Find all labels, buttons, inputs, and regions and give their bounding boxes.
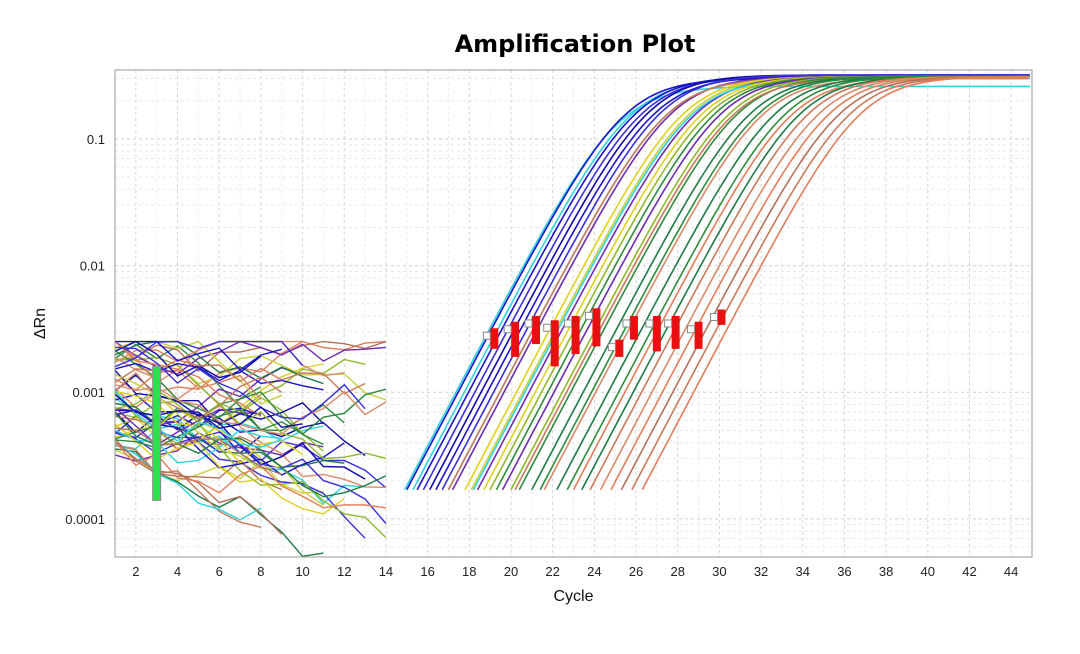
ct-marker-handle[interactable] bbox=[543, 323, 552, 332]
x-tick-label: 42 bbox=[962, 564, 976, 579]
baseline-trace bbox=[114, 443, 262, 521]
baseline-trace bbox=[114, 362, 324, 391]
baseline-trace bbox=[114, 374, 324, 506]
x-tick-label: 44 bbox=[1004, 564, 1018, 579]
x-axis-label: Cycle bbox=[553, 588, 593, 605]
ct-marker[interactable] bbox=[571, 315, 580, 355]
ct-marker-handle[interactable] bbox=[584, 311, 593, 320]
amplification-curve bbox=[441, 74, 1030, 491]
baseline-trace bbox=[114, 341, 262, 417]
ct-marker-handle[interactable] bbox=[645, 319, 654, 328]
ct-marker[interactable] bbox=[717, 309, 726, 325]
ct-marker[interactable] bbox=[531, 315, 540, 345]
baseline-trace bbox=[114, 363, 324, 450]
baseline-trace bbox=[114, 346, 366, 420]
x-tick-label: 16 bbox=[420, 564, 434, 579]
x-axis-ticks: 2 4 6 8 10 12 14 16 18 20 22 24 26 28 30 32 34 36 38 40 42 44 bbox=[132, 564, 1018, 579]
x-tick-label: 2 bbox=[132, 564, 139, 579]
amplification-curve bbox=[572, 77, 1028, 491]
amplification-curve bbox=[641, 76, 1030, 491]
x-tick-label: 18 bbox=[462, 564, 476, 579]
ct-marker[interactable] bbox=[629, 315, 638, 340]
ct-marker-handle[interactable] bbox=[503, 325, 512, 334]
baseline-trace bbox=[114, 432, 324, 462]
baseline-trace bbox=[114, 390, 303, 465]
baseline-trace bbox=[114, 441, 283, 535]
ct-marker-handle[interactable] bbox=[564, 319, 573, 328]
x-tick-label: 14 bbox=[379, 564, 393, 579]
ct-marker[interactable] bbox=[671, 315, 680, 349]
x-tick-label: 28 bbox=[670, 564, 684, 579]
ct-marker-handle[interactable] bbox=[622, 319, 631, 328]
x-tick-label: 6 bbox=[216, 564, 223, 579]
baseline-trace bbox=[114, 393, 303, 430]
amplification-curve bbox=[566, 75, 1030, 491]
baseline-trace bbox=[114, 427, 282, 476]
y-tick-label: 0.01 bbox=[80, 259, 105, 274]
baseline-noise-group bbox=[114, 340, 387, 558]
ct-marker[interactable] bbox=[615, 339, 624, 357]
baseline-trace bbox=[114, 340, 304, 368]
ct-marker[interactable] bbox=[652, 315, 661, 352]
ct-marker-handle[interactable] bbox=[524, 319, 533, 328]
x-tick-label: 34 bbox=[796, 564, 810, 579]
baseline-trace bbox=[114, 428, 282, 464]
y-axis-label: ΔRn bbox=[32, 308, 49, 339]
ct-marker-group bbox=[482, 308, 726, 367]
ct-marker-handle[interactable] bbox=[607, 343, 616, 352]
ct-marker[interactable] bbox=[511, 321, 520, 357]
x-tick-label: 4 bbox=[174, 564, 181, 579]
y-axis-ticks: 0.0001 0.001 0.01 0.1 bbox=[65, 132, 105, 527]
y-tick-label: 0.1 bbox=[87, 132, 105, 147]
x-tick-label: 20 bbox=[504, 564, 518, 579]
series-group bbox=[403, 74, 1030, 491]
x-tick-label: 8 bbox=[257, 564, 264, 579]
y-tick-label: 0.001 bbox=[72, 385, 105, 400]
baseline-trace bbox=[114, 340, 387, 372]
grid bbox=[114, 70, 1033, 558]
baseline-trace bbox=[114, 389, 282, 448]
amplification-curve bbox=[403, 85, 1030, 490]
ct-marker-handle[interactable] bbox=[664, 319, 673, 328]
ct-marker-handle[interactable] bbox=[709, 312, 718, 321]
x-tick-label: 26 bbox=[629, 564, 643, 579]
y-tick-label: 0.0001 bbox=[65, 512, 105, 527]
ct-marker[interactable] bbox=[694, 321, 703, 349]
amplification-curve bbox=[406, 77, 1028, 491]
x-tick-label: 40 bbox=[921, 564, 935, 579]
x-tick-label: 12 bbox=[337, 564, 351, 579]
x-tick-label: 30 bbox=[712, 564, 726, 579]
ct-marker-handle[interactable] bbox=[482, 331, 491, 340]
baseline-trace bbox=[114, 372, 283, 419]
ct-marker[interactable] bbox=[490, 328, 499, 349]
baseline-trace bbox=[114, 444, 262, 528]
baseline-trace bbox=[114, 340, 262, 379]
ct-marker-handle[interactable] bbox=[687, 325, 696, 334]
x-tick-label: 10 bbox=[295, 564, 309, 579]
baseline-trace bbox=[115, 340, 282, 371]
x-tick-label: 22 bbox=[545, 564, 559, 579]
ct-marker[interactable] bbox=[550, 320, 559, 367]
baseline-trace bbox=[114, 407, 261, 446]
x-tick-label: 24 bbox=[587, 564, 601, 579]
baseline-trace bbox=[114, 340, 324, 385]
plot-area bbox=[114, 69, 1033, 558]
x-tick-label: 38 bbox=[879, 564, 893, 579]
ct-marker[interactable] bbox=[592, 308, 601, 347]
baseline-trace bbox=[114, 438, 282, 491]
x-tick-label: 32 bbox=[754, 564, 768, 579]
baseline-start-marker[interactable] bbox=[152, 365, 162, 501]
x-tick-label: 36 bbox=[837, 564, 851, 579]
chart-title: Amplification Plot bbox=[454, 30, 696, 58]
